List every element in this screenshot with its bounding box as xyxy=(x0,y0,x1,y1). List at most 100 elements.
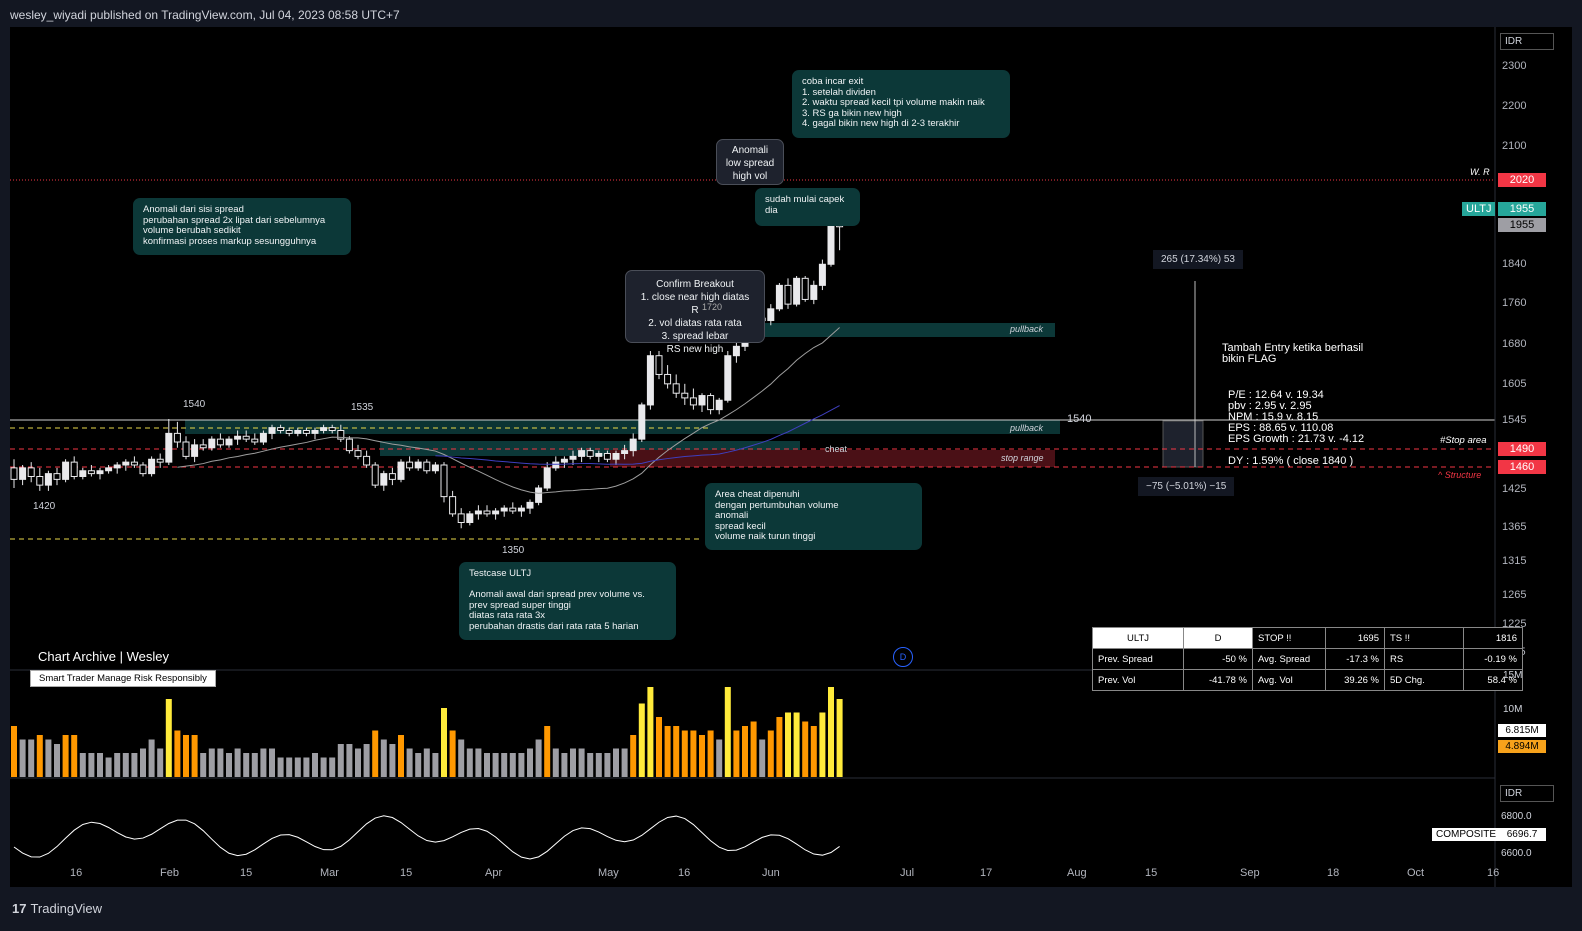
label-1535: 1535 xyxy=(351,402,374,413)
annotation-spread[interactable]: Anomali dari sisi spread perubahan sprea… xyxy=(133,198,351,255)
candle-body xyxy=(827,221,835,265)
price-tick: 1365 xyxy=(1502,521,1526,533)
volume-bar xyxy=(819,712,826,777)
volume-bar xyxy=(79,753,86,777)
candle-body xyxy=(457,513,465,523)
stats-row: Prev. Vol -41.78 % Avg. Vol 39.26 % 5D C… xyxy=(1092,669,1523,691)
candle-body xyxy=(414,461,422,469)
volume-tick-10m: 10M xyxy=(1503,704,1523,715)
candle-body xyxy=(371,464,379,486)
time-tick: 16 xyxy=(678,867,690,879)
candle-body xyxy=(767,308,775,322)
candle-body xyxy=(466,513,474,523)
zone-measure xyxy=(1162,420,1204,468)
volume-bar xyxy=(243,753,250,777)
annotation-capek[interactable]: sudah mulai capek dia xyxy=(755,188,860,226)
volume-bar xyxy=(200,753,207,777)
candle-body xyxy=(474,510,482,515)
volume-bar xyxy=(785,712,791,777)
volume-bar xyxy=(337,744,344,777)
price-tag-last-2: 1955 xyxy=(1498,218,1546,232)
volume-bar xyxy=(647,687,654,777)
stats-cell: RS xyxy=(1384,648,1464,670)
annotation-exit[interactable]: coba incar exit 1. setelah dividen 2. wa… xyxy=(792,70,1010,138)
chart-frame[interactable]: 2300 2200 2100 1840 1760 1680 1605 1545 1425 1365… xyxy=(10,27,1572,887)
candle-body xyxy=(191,444,199,457)
volume-bar xyxy=(673,726,680,777)
price-tick: 1265 xyxy=(1502,589,1526,601)
candle-body xyxy=(801,277,809,300)
candle-body xyxy=(285,430,293,434)
candle-body xyxy=(139,464,147,475)
stats-cell: Prev. Spread xyxy=(1092,648,1184,670)
candle-body xyxy=(242,435,250,440)
annotation-cheat-area[interactable]: Area cheat dipenuhi dengan pertumbuhan v… xyxy=(705,483,922,550)
candle-body xyxy=(208,438,216,449)
candle-body xyxy=(423,461,431,472)
volume-bar xyxy=(492,753,499,777)
stats-cell: STOP !! xyxy=(1252,627,1326,649)
volume-bar xyxy=(45,739,52,777)
volume-tick-15m: 15M xyxy=(1503,670,1523,681)
volume-bar xyxy=(681,730,688,777)
chart-canvas[interactable]: 2300 2200 2100 1840 1760 1680 1605 1545 1425 1365… xyxy=(10,27,1572,887)
candle-body xyxy=(535,487,543,503)
fundamentals-lines: P/E : 12.64 v. 19.34 pbv : 2.95 v. 2.95 … xyxy=(1228,389,1365,467)
price-tag-stop2: 1460 xyxy=(1498,460,1546,474)
candle-body xyxy=(732,345,740,357)
stats-cell: 1695 xyxy=(1325,627,1385,649)
annotation-testcase[interactable]: Testcase ULTJ Anomali awal dari spread p… xyxy=(459,562,676,640)
stats-cell: 1816 xyxy=(1463,627,1523,649)
price-tick: 1760 xyxy=(1502,297,1526,309)
volume-bar xyxy=(54,744,60,777)
composite-currency[interactable]: IDR xyxy=(1500,785,1554,802)
candle-body xyxy=(19,467,27,480)
price-tick: 2300 xyxy=(1502,60,1526,72)
composite-tick-6800: 6800.0 xyxy=(1501,811,1532,822)
volume-bar xyxy=(62,735,69,777)
stats-cell: 5D Chg. xyxy=(1384,669,1464,691)
candle-body xyxy=(595,453,603,457)
stats-cell: ULTJ xyxy=(1092,627,1184,649)
published-text: wesley_wiyadi published on TradingView.c… xyxy=(10,8,400,22)
volume-bar xyxy=(699,735,705,777)
volume-bar xyxy=(587,753,594,777)
volume-bar xyxy=(191,735,198,777)
candle-body xyxy=(492,510,500,515)
label-wr: W. R xyxy=(1470,167,1490,177)
stats-cell: Avg. Spread xyxy=(1252,648,1326,670)
dividend-marker[interactable]: D xyxy=(893,647,913,667)
label-1540-top: 1540 xyxy=(183,399,206,410)
volume-bar xyxy=(71,735,78,777)
volume-bar xyxy=(724,687,731,777)
brand-subtitle: Smart Trader Manage Risk Responsibly xyxy=(30,670,216,687)
candle-body xyxy=(689,397,697,406)
tradingview-logo[interactable]: 17 TradingView xyxy=(12,901,102,916)
annotation-anomali-low[interactable]: Anomali low spread high vol xyxy=(716,139,784,185)
candle-body xyxy=(148,458,156,475)
stats-cell: -50 % xyxy=(1183,648,1253,670)
candle-body xyxy=(793,277,801,305)
price-tick: 1425 xyxy=(1502,483,1526,495)
volume-bar xyxy=(148,739,155,777)
label-1420: 1420 xyxy=(33,501,56,512)
candle-body xyxy=(328,427,336,431)
volume-bar xyxy=(664,726,671,777)
axis-currency[interactable]: IDR xyxy=(1500,33,1554,50)
composite-value: 6696.7 xyxy=(1498,828,1546,841)
price-tag-wr: 2020 xyxy=(1498,173,1546,187)
stats-row: Prev. Spread -50 % Avg. Spread -17.3 % R… xyxy=(1092,648,1523,670)
volume-bar xyxy=(28,739,35,777)
zone-pullback xyxy=(765,323,1055,337)
zone-resistance xyxy=(185,420,1060,434)
time-tick: 15 xyxy=(400,867,412,879)
volume-bar xyxy=(484,753,490,777)
fundamentals-title: Tambah Entry ketika berhasil bikin FLAG xyxy=(1222,342,1364,365)
volume-bar xyxy=(552,748,559,777)
annotation-confirm-breakout[interactable]: Confirm Breakout 1. close near high diat… xyxy=(625,270,765,355)
candle-body xyxy=(130,461,138,466)
candle-body xyxy=(629,438,637,452)
stats-cell: Avg. Vol xyxy=(1252,669,1326,691)
volume-bar xyxy=(36,735,43,777)
stats-cell: Prev. Vol xyxy=(1092,669,1184,691)
